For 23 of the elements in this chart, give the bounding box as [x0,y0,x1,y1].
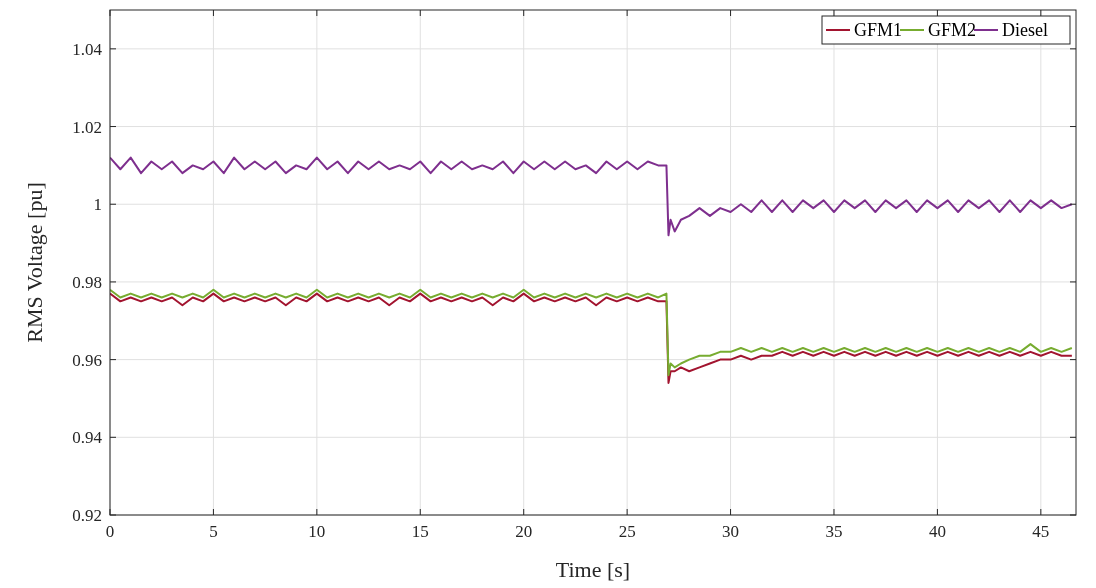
y-axis-title: RMS Voltage [pu] [22,182,47,343]
legend-label: GFM2 [928,20,977,40]
y-tick-label: 1 [93,195,102,215]
x-tick-label: 40 [928,522,946,541]
y-tick-label: 1.04 [72,39,103,59]
y-tick-label: 0.96 [72,350,102,370]
x-axis-title: Time [s] [555,557,631,582]
line-series [110,156,1073,237]
x-tick-label: 45 [1032,522,1050,541]
x-tick-label: 10 [308,522,326,541]
y-tick-label: 1.02 [72,117,102,137]
legend-label: GFM1 [854,20,903,40]
y-tick-label: 0.94 [72,428,103,448]
y-tick-label: 0.98 [72,272,102,292]
x-tick-label: 0 [105,522,115,541]
x-tick-label: 5 [209,522,218,541]
y-tick-label: 0.92 [72,506,102,525]
x-tick-label: 30 [722,522,740,541]
legend-label: Diesel [1002,20,1048,40]
x-tick-label: 15 [411,522,429,541]
x-tick-label: 25 [618,522,636,541]
x-tick-label: 20 [515,522,533,541]
x-tick-label: 35 [825,522,843,541]
